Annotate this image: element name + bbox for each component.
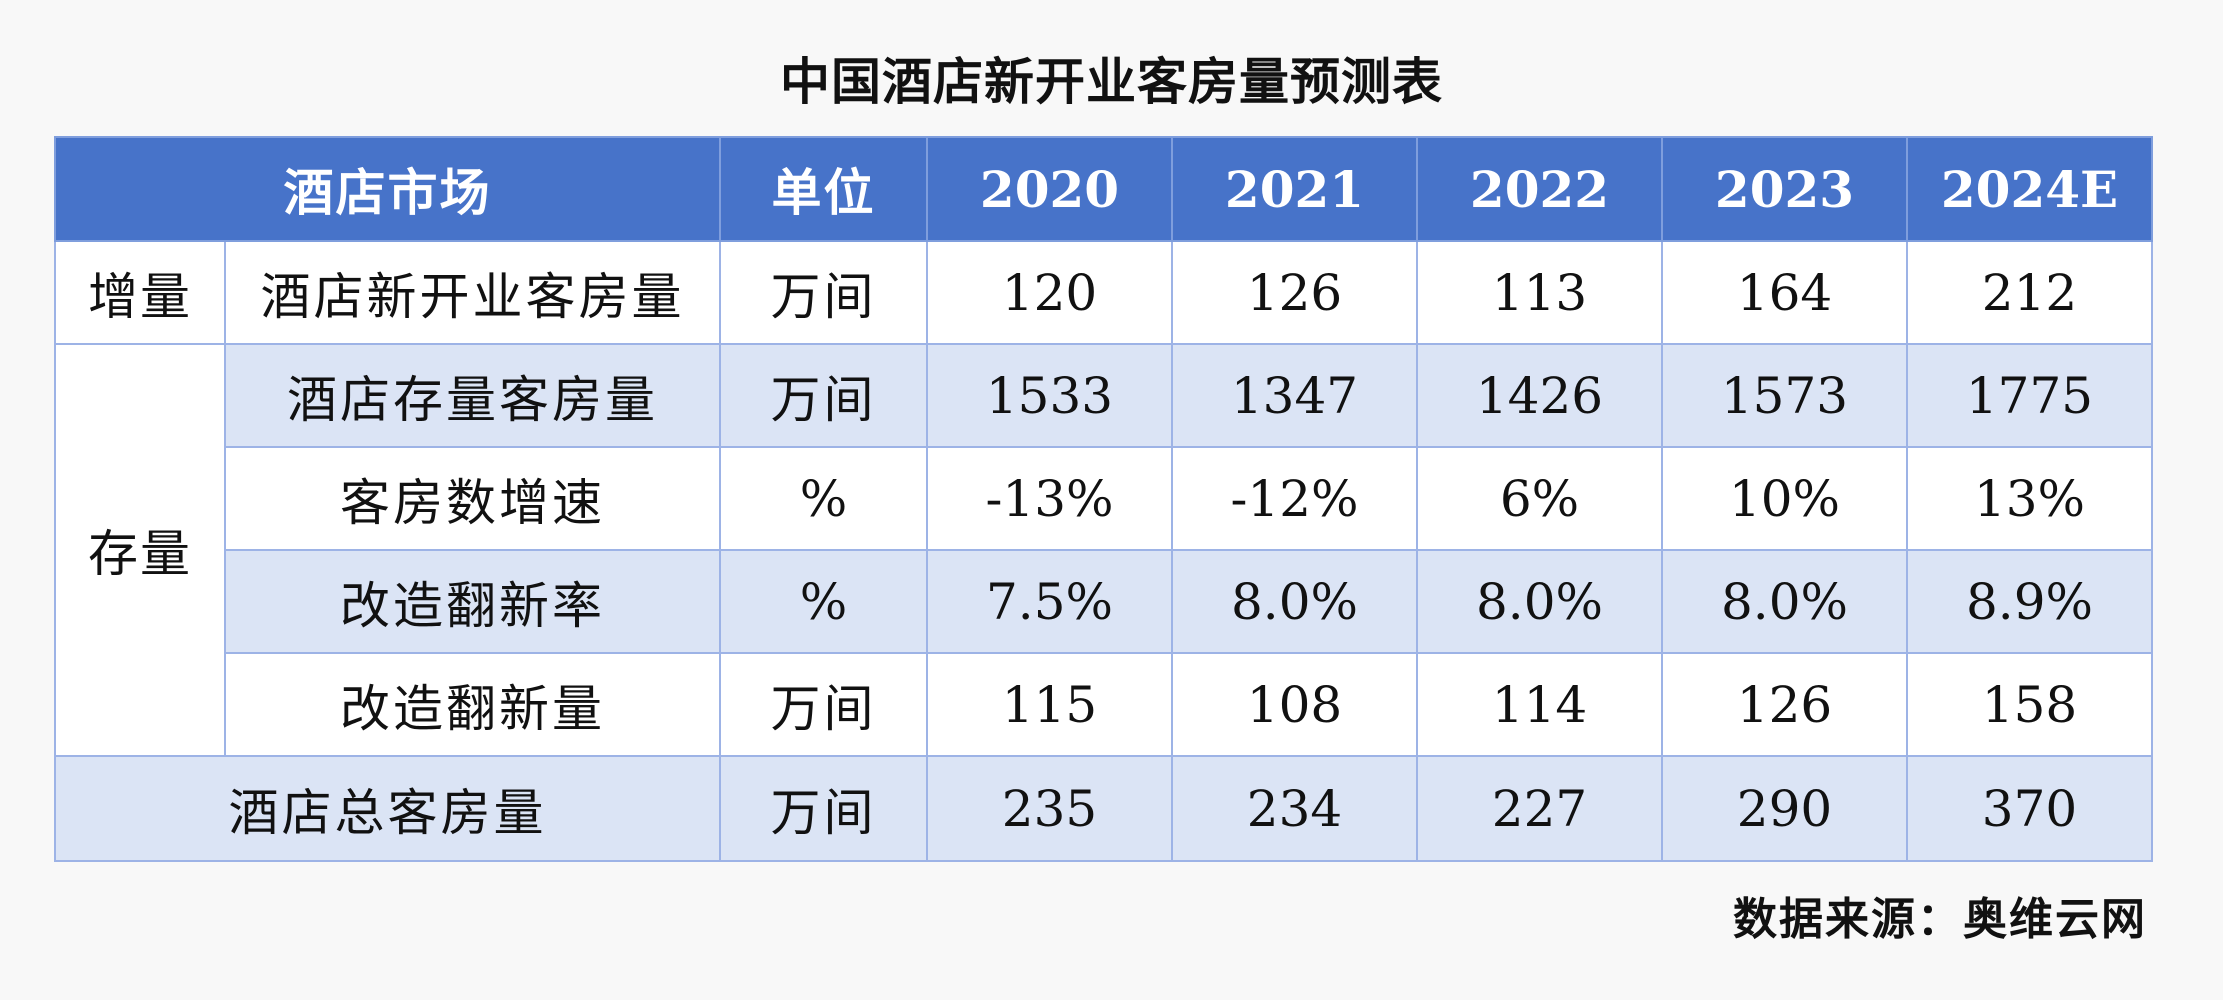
header-unit: 单位: [719, 136, 928, 242]
table-cell: 6%: [1416, 446, 1663, 551]
table-row: 改造翻新率 % 7.5% 8.0% 8.0% 8.0% 8.9%: [55, 549, 2153, 654]
table-cell: 1426: [1416, 343, 1663, 448]
table-cell: -12%: [1171, 446, 1418, 551]
table-cell: 8.0%: [1416, 549, 1663, 654]
group-label-stock: 存量: [54, 343, 226, 757]
table-cell: 115: [926, 652, 1173, 757]
table-cell: 235: [926, 755, 1173, 862]
row-unit: %: [719, 446, 928, 551]
data-source-note: 数据来源：奥维云网: [1733, 894, 2147, 945]
table-cell: -13%: [926, 446, 1173, 551]
table-cell: 7.5%: [926, 549, 1173, 654]
table-cell: 1573: [1661, 343, 1908, 448]
table-cell: 212: [1906, 240, 2153, 345]
table-cell: 164: [1661, 240, 1908, 345]
row-label: 客房数增速: [224, 446, 721, 551]
table-cell: 370: [1906, 755, 2153, 862]
table-title: 中国酒店新开业客房量预测表: [780, 53, 1443, 111]
table-row: 增量 酒店新开业客房量 万间 120 126 113 164 212: [54, 240, 2153, 345]
table-cell: 8.0%: [1171, 549, 1418, 654]
row-label: 改造翻新率: [224, 549, 721, 654]
table-cell: 126: [1171, 240, 1418, 345]
row-label: 酒店总客房量: [54, 755, 721, 862]
table-cell: 10%: [1661, 446, 1908, 551]
table-cell: 158: [1906, 652, 2153, 757]
row-unit: %: [719, 549, 928, 654]
table-cell: 227: [1416, 755, 1663, 862]
table-cell: 234: [1171, 755, 1418, 862]
header-year-2020: 2020: [926, 136, 1173, 242]
table-cell: 113: [1416, 240, 1663, 345]
table-cell: 290: [1661, 755, 1908, 862]
table-cell: 114: [1416, 652, 1663, 757]
row-unit: 万间: [719, 240, 928, 345]
table-cell: 108: [1171, 652, 1418, 757]
table-cell: 8.9%: [1906, 549, 2153, 654]
row-unit: 万间: [719, 652, 928, 757]
table-cell: 126: [1661, 652, 1908, 757]
header-year-2024e: 2024E: [1906, 136, 2153, 242]
row-label: 酒店存量客房量: [224, 343, 721, 448]
header-row: 酒店市场 单位 2020 2021 2022 2023 2024E: [54, 136, 2153, 242]
table-row: 客房数增速 % -13% -12% 6% 10% 13%: [55, 446, 2153, 551]
row-unit: 万间: [719, 755, 928, 862]
table-row: 存量 酒店存量客房量 万间 1533 1347 1426 1573 1775: [54, 343, 2153, 757]
header-year-2023: 2023: [1661, 136, 1908, 242]
table-cell: 1533: [926, 343, 1173, 448]
header-year-2021: 2021: [1171, 136, 1418, 242]
table-cell: 120: [926, 240, 1173, 345]
header-market: 酒店市场: [54, 136, 721, 242]
group-label-increment: 增量: [54, 240, 226, 345]
table-cell: 1775: [1906, 343, 2153, 448]
total-row: 酒店总客房量 万间 235 234 227 290 370: [54, 755, 2153, 862]
row-label: 改造翻新量: [224, 652, 721, 757]
header-year-2022: 2022: [1416, 136, 1663, 242]
row-label: 酒店新开业客房量: [224, 240, 721, 345]
table-cell: 8.0%: [1661, 549, 1908, 654]
forecast-table: 酒店市场 单位 2020 2021 2022 2023 2024E 增量 酒店新…: [54, 136, 2153, 862]
table-cell: 13%: [1906, 446, 2153, 551]
row-unit: 万间: [719, 343, 928, 448]
table-row: 改造翻新量 万间 115 108 114 126 158: [55, 652, 2153, 757]
table-cell: 1347: [1171, 343, 1418, 448]
